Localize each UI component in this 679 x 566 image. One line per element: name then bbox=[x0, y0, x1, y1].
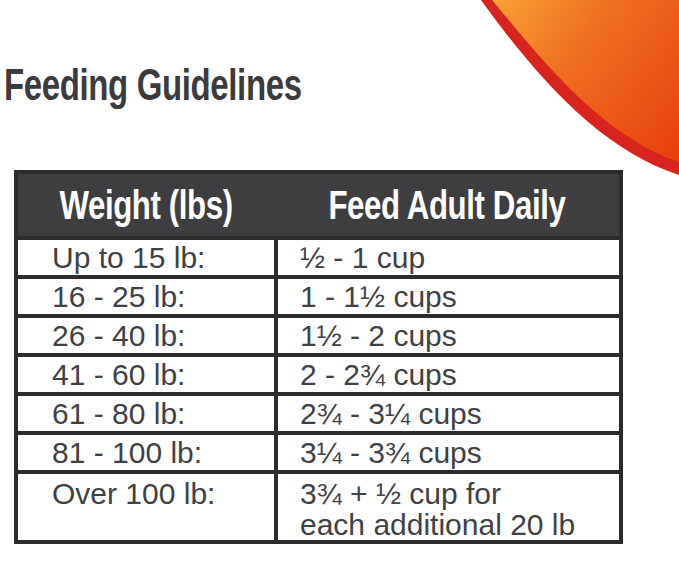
column-header-feed-label: Feed Adult Daily bbox=[328, 183, 565, 228]
table-row: 41 - 60 lb:2 - 2¾ cups bbox=[18, 353, 619, 392]
amount-cell: 1 - 1½ cups bbox=[274, 275, 619, 314]
amount-cell: 3¼ - 3¾ cups bbox=[274, 431, 619, 470]
weight-cell: 16 - 25 lb: bbox=[18, 275, 274, 314]
table-row: Over 100 lb:3¾ + ½ cup for each addition… bbox=[18, 470, 619, 540]
table-row: 61 - 80 lb:2¾ - 3¼ cups bbox=[18, 392, 619, 431]
weight-cell: 41 - 60 lb: bbox=[18, 353, 274, 392]
feeding-guidelines-table: Weight (lbs) Feed Adult Daily Up to 15 l… bbox=[14, 170, 623, 544]
weight-cell: Over 100 lb: bbox=[18, 470, 274, 540]
amount-cell: 2 - 2¾ cups bbox=[274, 353, 619, 392]
swoosh-orange-body bbox=[492, 0, 679, 162]
amount-cell: 2¾ - 3¼ cups bbox=[274, 392, 619, 431]
header-row: Weight (lbs) Feed Adult Daily bbox=[18, 174, 619, 236]
amount-cell: 1½ - 2 cups bbox=[274, 314, 619, 353]
table-body: Up to 15 lb:½ - 1 cup16 - 25 lb:1 - 1½ c… bbox=[18, 236, 619, 540]
column-header-weight-label: Weight (lbs) bbox=[59, 183, 232, 228]
weight-cell: 81 - 100 lb: bbox=[18, 431, 274, 470]
page-title: Feeding Guidelines bbox=[4, 62, 401, 108]
weight-cell: 61 - 80 lb: bbox=[18, 392, 274, 431]
page-title-text: Feeding Guidelines bbox=[4, 62, 302, 108]
amount-cell: 3¾ + ½ cup for each additional 20 lb bbox=[274, 470, 619, 540]
page-root: Feeding Guidelines Weight (lbs) Feed Adu… bbox=[0, 0, 679, 566]
weight-cell: Up to 15 lb: bbox=[18, 236, 274, 275]
weight-cell: 26 - 40 lb: bbox=[18, 314, 274, 353]
swoosh-red-rim bbox=[481, 0, 679, 175]
table-row: Up to 15 lb:½ - 1 cup bbox=[18, 236, 619, 275]
amount-cell: ½ - 1 cup bbox=[274, 236, 619, 275]
column-header-feed: Feed Adult Daily bbox=[274, 174, 619, 236]
table-row: 16 - 25 lb:1 - 1½ cups bbox=[18, 275, 619, 314]
table-header: Weight (lbs) Feed Adult Daily bbox=[18, 174, 619, 236]
table-row: 26 - 40 lb:1½ - 2 cups bbox=[18, 314, 619, 353]
table-row: 81 - 100 lb:3¼ - 3¾ cups bbox=[18, 431, 619, 470]
column-header-weight: Weight (lbs) bbox=[18, 174, 274, 236]
